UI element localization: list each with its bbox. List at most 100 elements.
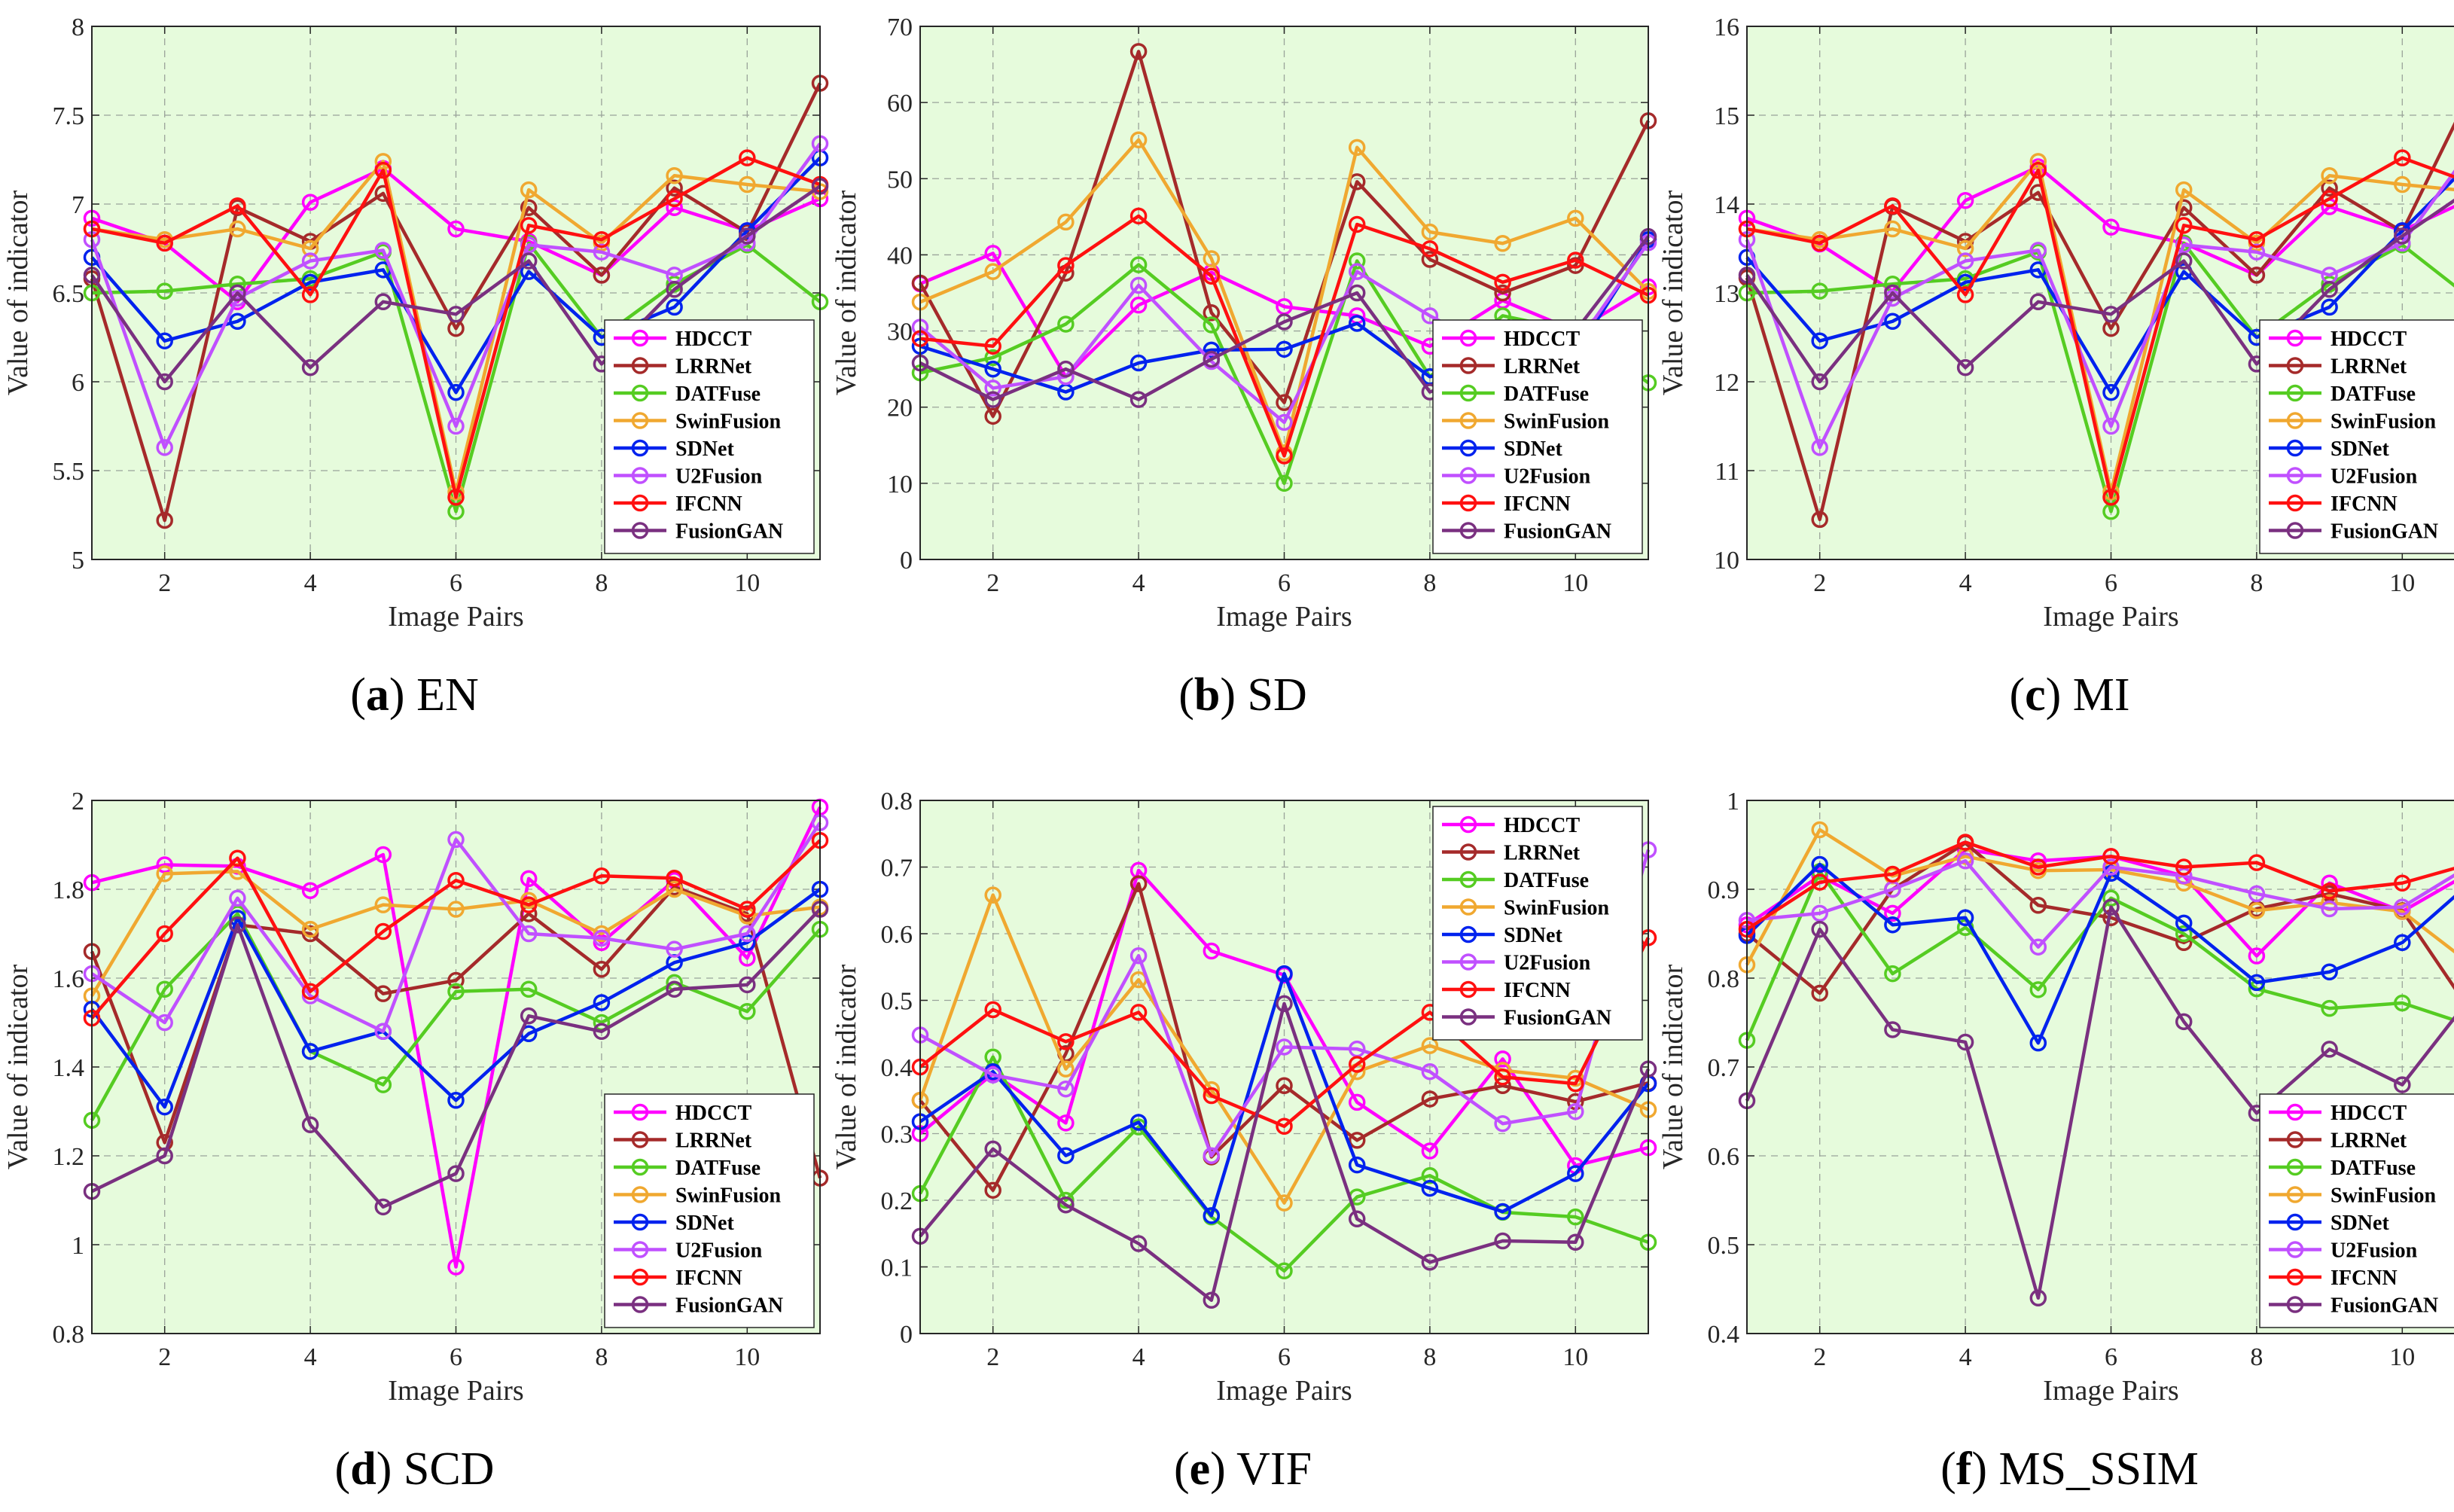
series-line-datfuse <box>919 1055 1649 1273</box>
data-point-lrrnet <box>2175 199 2193 216</box>
data-point-datfuse <box>739 1003 756 1020</box>
data-point-ifcnn <box>666 190 683 208</box>
legend-marker-lrrnet <box>1459 843 1477 861</box>
series-line-lrrnet <box>1745 121 2454 522</box>
data-point-u2fusion <box>2029 242 2047 259</box>
data-point-u2fusion <box>2102 417 2120 435</box>
y-tick-label: 15 <box>1714 102 1739 130</box>
y-tick-label: 0.5 <box>1708 1232 1740 1260</box>
panel-caption: (a) EN <box>350 669 478 721</box>
series-line-swinfusion <box>918 893 1649 1205</box>
legend-marker-datfuse <box>631 1158 649 1176</box>
y-tick-label: 0.1 <box>881 1254 913 1282</box>
data-point-ifcnn <box>2029 161 2047 179</box>
x-tick-label: 6 <box>450 1343 462 1371</box>
x-tick-label: 2 <box>1813 1343 1826 1371</box>
data-point-sdnet <box>593 994 611 1011</box>
legend-entry-swinfusion: SwinFusion <box>675 410 781 434</box>
legend-entry-sdnet: SDNet <box>675 1212 734 1235</box>
data-point-swinfusion <box>447 483 465 501</box>
y-tick-label: 7.5 <box>53 102 85 130</box>
data-point-lrrnet <box>156 511 173 529</box>
data-point-fusiongan <box>2102 898 2120 916</box>
data-point-ifcnn <box>1348 1056 1366 1073</box>
caption-metric: SCD <box>404 1443 495 1495</box>
data-point-ifcnn <box>374 161 392 179</box>
data-point-fusiongan <box>1276 313 1293 331</box>
series-line-lrrnet <box>1745 841 2454 995</box>
data-point-u2fusion <box>1203 1147 1221 1164</box>
legend-marker-lrrnet <box>2286 357 2304 374</box>
data-point-sdnet <box>1129 1114 1148 1131</box>
data-point-fusiongan <box>1348 1210 1366 1228</box>
data-point-hdcct <box>1884 904 1901 922</box>
data-point-sdnet <box>1421 1179 1439 1197</box>
legend-entry-hdcct: HDCCT <box>1504 328 1580 351</box>
series-line-swinfusion <box>1745 828 2454 966</box>
series-line-u2fusion <box>1745 169 2454 450</box>
legend-entry-ifcnn: IFCNN <box>675 1267 742 1290</box>
y-tick-label: 0.5 <box>881 988 913 1016</box>
data-point-ifcnn <box>447 871 465 889</box>
caption-close-paren: ) <box>1971 1443 1998 1495</box>
legend-marker-u2fusion <box>2286 467 2304 484</box>
legend-marker-swinfusion <box>1459 412 1477 429</box>
data-point-ifcnn <box>301 286 319 303</box>
y-tick-label: 1.4 <box>53 1054 85 1082</box>
legend-marker-swinfusion <box>631 412 649 429</box>
legend-marker-hdcct <box>631 329 649 347</box>
data-point-hdcct <box>2102 218 2120 236</box>
data-point-lrrnet <box>593 960 611 978</box>
data-point-ifcnn <box>229 849 246 867</box>
caption-close-paren: ) <box>389 669 416 721</box>
legend-entry-datfuse: DATFuse <box>2331 1157 2416 1180</box>
data-point-hdcct <box>374 846 392 864</box>
y-tick-label: 0.3 <box>881 1121 913 1149</box>
caption-close-paren: ) <box>376 1443 404 1495</box>
legend-entry-fusiongan: FusionGAN <box>675 520 783 544</box>
caption-open-paren: ( <box>350 669 366 721</box>
x-tick-label: 4 <box>304 1343 317 1371</box>
data-point-swinfusion <box>520 181 538 199</box>
data-point-fusiongan <box>1956 358 1974 376</box>
legend-entry-fusiongan: FusionGAN <box>675 1294 783 1318</box>
caption-letter: a <box>366 669 389 721</box>
y-tick-label: 0.2 <box>881 1187 913 1215</box>
legend-marker-hdcct <box>631 1103 649 1121</box>
caption-metric: MI <box>2073 669 2130 721</box>
legend: HDCCT LRRNet DATFuse SwinFusion SDNet U2Fusio… <box>1432 806 1643 1041</box>
data-point-ifcnn <box>593 867 611 885</box>
data-point-fusiongan <box>1203 1291 1221 1309</box>
y-tick-label: 7 <box>72 191 84 219</box>
caption-open-paren: ( <box>1940 1443 1956 1495</box>
series-line-sdnet <box>90 157 822 395</box>
data-point-u2fusion <box>666 940 683 958</box>
legend-marker-hdcct <box>2286 329 2304 347</box>
x-tick-label: 8 <box>595 1343 608 1371</box>
data-point-sdnet <box>2321 963 2338 980</box>
data-point-swinfusion <box>1057 1060 1075 1078</box>
legend-marker-datfuse <box>1459 384 1477 402</box>
legend-marker-fusiongan <box>1459 522 1477 539</box>
caption-close-paren: ) <box>1210 1443 1236 1495</box>
data-point-fusiongan <box>2175 1013 2193 1031</box>
x-tick-label: 8 <box>2250 569 2263 597</box>
data-point-hdcct <box>520 870 538 888</box>
data-point-u2fusion <box>1421 1062 1439 1081</box>
data-point-ifcnn <box>374 922 392 940</box>
data-point-fusiongan <box>156 1147 173 1165</box>
caption-metric: MS_SSIM <box>1999 1443 2199 1495</box>
legend-marker-ifcnn <box>2286 1268 2304 1286</box>
chart-panel-a: 2 4 6 8 10 5 5.5 6 6.5 7 7.5 8 Image Pairs Value of i… <box>2 14 829 721</box>
legend-marker-fusiongan <box>2286 1296 2304 1313</box>
x-tick-label: 6 <box>450 569 462 597</box>
x-tick-label: 8 <box>2250 1343 2263 1371</box>
axes-frame <box>1746 800 2454 1334</box>
data-point-datfuse <box>2102 889 2120 907</box>
data-point-swinfusion <box>1884 220 1901 238</box>
data-point-swinfusion <box>984 886 1001 904</box>
data-point-ifcnn <box>1129 1004 1148 1021</box>
legend-entry-u2fusion: U2Fusion <box>1504 465 1591 489</box>
legend-marker-swinfusion <box>2286 1186 2304 1203</box>
y-tick-label: 6.5 <box>53 280 85 308</box>
